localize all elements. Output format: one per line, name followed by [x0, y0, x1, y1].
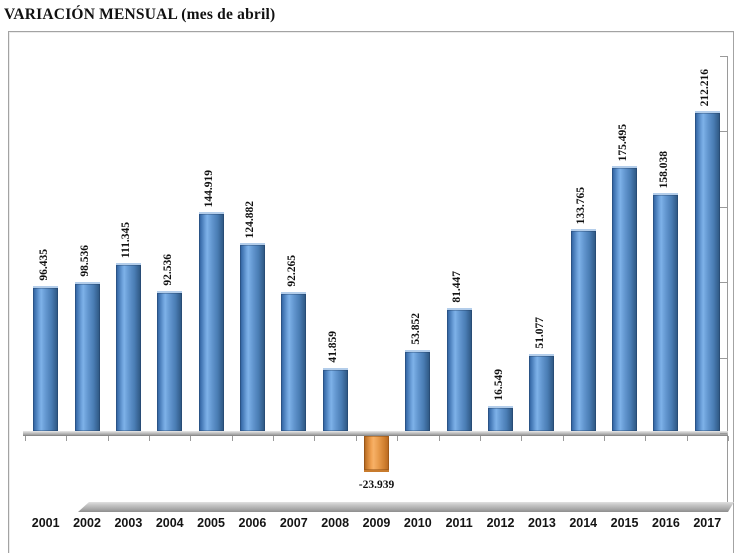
bar-2004: [157, 291, 183, 431]
x-axis-label-2015: 2015: [610, 516, 639, 530]
bar-2006: [239, 243, 265, 431]
x-axis-label-2004: 2004: [155, 516, 184, 530]
x-axis-label-2013: 2013: [527, 516, 556, 530]
x-axis-label-2006: 2006: [238, 516, 267, 530]
bar-value-label-2017: 212.216: [699, 68, 712, 106]
category-axis-tick: [356, 436, 357, 441]
bar-value-label-2012: 16.549: [492, 369, 505, 401]
bar-value-label-2004: 92.536: [161, 254, 174, 286]
bar-value-label-2009: -23.939: [358, 479, 395, 491]
category-axis-tick: [108, 436, 109, 441]
x-axis-label-2005: 2005: [197, 516, 225, 530]
bar-2015: [612, 166, 638, 431]
category-axis-tick: [604, 436, 605, 441]
category-axis-tick: [728, 436, 729, 441]
x-axis-label-2010: 2010: [403, 516, 432, 530]
bar-value-label-2013: 51.077: [533, 317, 546, 349]
value-axis-line: [727, 56, 728, 503]
bar-2013: [529, 354, 555, 431]
bar-value-label-2014: 133.765: [575, 186, 588, 224]
x-axis-label-2011: 2011: [445, 516, 473, 530]
value-axis-tick: [720, 131, 727, 132]
bar-2017: [694, 111, 720, 431]
category-axis-tick: [314, 436, 315, 441]
x-axis-label-2008: 2008: [321, 516, 350, 530]
category-axis-tick: [25, 436, 26, 441]
bar-value-label-2016: 158.038: [657, 150, 670, 188]
bar-value-label-2005: 144.919: [203, 169, 216, 207]
bar-value-label-2003: 111.345: [120, 221, 133, 258]
category-axis-tick: [149, 436, 150, 441]
bar-2016: [653, 193, 679, 431]
bar-value-label-2007: 92.265: [285, 255, 298, 287]
bar-2014: [570, 229, 596, 431]
bar-value-label-2001: 96.435: [37, 249, 50, 281]
category-axis-tick: [439, 436, 440, 441]
x-axis-label-2016: 2016: [652, 516, 680, 530]
category-axis-tick: [563, 436, 564, 441]
category-axis-tick: [521, 436, 522, 441]
x-axis-label-2007: 2007: [279, 516, 308, 530]
chart-floor-3d: [78, 502, 734, 512]
bar-value-label-2008: 41.859: [327, 331, 340, 363]
value-axis-tick: [720, 207, 727, 208]
value-axis-tick: [720, 358, 727, 359]
bar-2011: [446, 308, 472, 431]
bar-2008: [322, 368, 348, 431]
x-axis-label-2014: 2014: [569, 516, 598, 530]
x-axis-label-2001: 2001: [31, 516, 60, 530]
x-axis-label-2017: 2017: [693, 516, 722, 530]
x-axis-label-2009: 2009: [362, 516, 391, 530]
category-axis-tick: [190, 436, 191, 441]
category-axis-tick: [66, 436, 67, 441]
bar-value-label-2002: 98.536: [79, 245, 92, 277]
value-axis-tick: [720, 282, 727, 283]
bar-2003: [115, 263, 141, 431]
bar-2007: [281, 292, 307, 431]
chart-title: VARIACIÓN MENSUAL (mes de abril): [4, 6, 276, 23]
value-axis-tick: [720, 56, 727, 57]
bar-value-label-2011: 81.447: [451, 271, 464, 303]
category-axis-tick: [645, 436, 646, 441]
bar-2012: [488, 406, 514, 431]
category-axis-tick: [687, 436, 688, 441]
category-axis-tick: [232, 436, 233, 441]
bar-value-label-2010: 53.852: [409, 313, 422, 345]
bar-value-label-2015: 175.495: [616, 123, 629, 161]
category-axis-tick: [397, 436, 398, 441]
x-axis-label-2003: 2003: [114, 516, 143, 530]
bar-2009: [363, 436, 389, 472]
bar-value-label-2006: 124.882: [244, 200, 257, 238]
category-axis-tick: [273, 436, 274, 441]
bar-2005: [198, 212, 224, 431]
bar-2001: [33, 286, 59, 431]
bar-2002: [74, 282, 100, 431]
x-axis-label-2002: 2002: [73, 516, 101, 530]
category-axis-tick: [480, 436, 481, 441]
bar-2010: [405, 350, 431, 431]
zero-baseline: [23, 431, 728, 436]
x-axis-label-2012: 2012: [486, 516, 515, 530]
value-axis-tick: [720, 433, 727, 434]
